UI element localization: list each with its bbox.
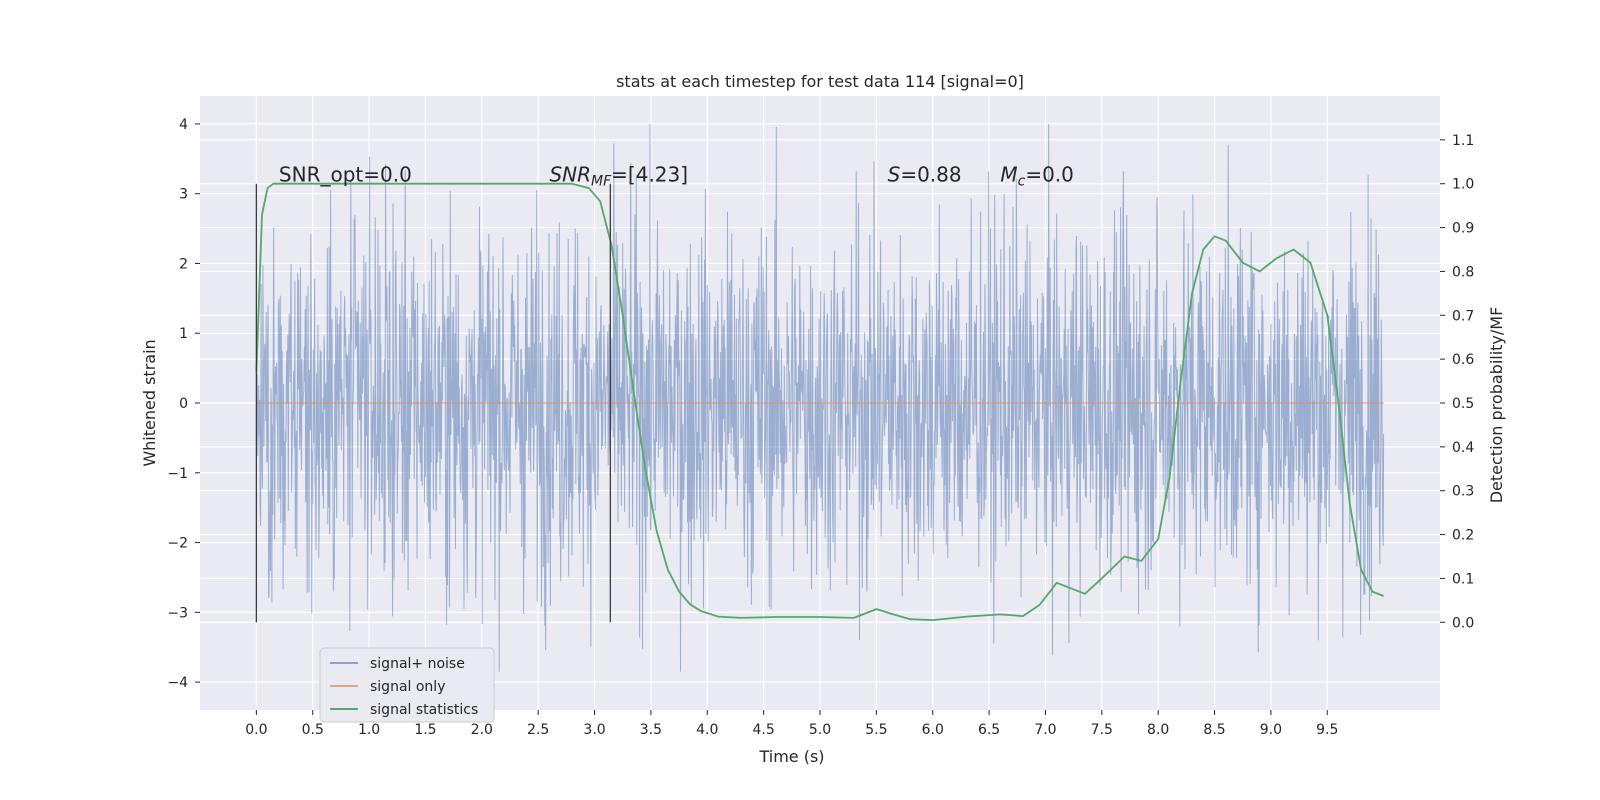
x-tick-label: 9.5: [1316, 722, 1338, 738]
x-tick-label: 4.0: [696, 722, 718, 738]
y2-tick-label: 1.1: [1452, 133, 1474, 149]
y2-tick-label: 0.7: [1452, 308, 1474, 324]
y2-tick-label: 0.1: [1452, 571, 1474, 587]
x-tick-label: 5.0: [809, 722, 831, 738]
x-tick-label: 5.5: [865, 722, 887, 738]
x-tick-label: 8.5: [1203, 722, 1225, 738]
y2-tick-label: 0.5: [1452, 396, 1474, 412]
x-tick-label: 1.5: [414, 722, 436, 738]
y2-tick-label: 0.4: [1452, 440, 1474, 456]
y-tick-label: 4: [179, 117, 188, 133]
x-axis-label: Time (s): [758, 747, 824, 766]
annotation-3: Mc=0.0: [1000, 163, 1074, 190]
legend-label-signal-noise: signal+ noise: [370, 656, 465, 672]
y2-tick-label: 1.0: [1452, 177, 1474, 193]
x-tick-label: 3.0: [583, 722, 605, 738]
y2-tick-label: 0.8: [1452, 264, 1474, 280]
x-tick-label: 7.0: [1034, 722, 1056, 738]
y-tick-label: −3: [167, 605, 188, 621]
annotation-0: SNR_opt=0.0: [279, 163, 412, 187]
y-tick-label: −1: [167, 466, 188, 482]
x-tick-label: 3.5: [640, 722, 662, 738]
legend-label-signal-only: signal only: [370, 679, 445, 695]
line-series: [255, 182, 1384, 621]
tick-labels: 0.0 0.5 1.0 1.5 2.0 2.5 3.0 3.5 4.0 4.5 5.0 5.5 6.0 6…: [167, 117, 1474, 738]
x-tick-label: 1.0: [358, 722, 380, 738]
y-tick-label: 0: [179, 396, 188, 412]
x-tick-label: 0.5: [302, 722, 324, 738]
y-tick-label: −4: [167, 675, 188, 691]
y-tick-label: 3: [179, 187, 188, 203]
y-tick-label: 2: [179, 256, 188, 272]
x-tick-label: 7.5: [1091, 722, 1113, 738]
y2-tick-label: 0.0: [1452, 615, 1474, 631]
x-tick-label: 2.5: [527, 722, 549, 738]
annotation-2: S=0.88: [888, 163, 962, 187]
annotations: SNR_opt=0.0 SNRMF=[4.23] S=0.88 Mc=0.0: [279, 163, 1074, 190]
legend-box: [319, 647, 495, 723]
x-tick-label: 0.0: [245, 722, 267, 738]
y2-axis-label: Detection probability/MF: [1487, 307, 1506, 504]
series-signal-noise: [255, 123, 1385, 672]
y2-tick-label: 0.2: [1452, 528, 1474, 544]
signal-noise-series: [255, 123, 1385, 672]
y-tick-label: 1: [179, 326, 188, 342]
legend: signal+ noise signal only signal statist…: [319, 647, 495, 723]
annotation-1: SNRMF=[4.23]: [549, 163, 688, 190]
y2-tick-label: 0.6: [1452, 352, 1474, 368]
chart-title: stats at each timestep for test data 114…: [616, 72, 1024, 91]
y-tick-label: −2: [167, 536, 188, 552]
y2-tick-label: 0.3: [1452, 484, 1474, 500]
x-tick-label: 4.5: [753, 722, 775, 738]
legend-label-signal-statistics: signal statistics: [370, 702, 478, 718]
y-axis-label: Whitened strain: [140, 339, 159, 466]
x-tick-label: 8.0: [1147, 722, 1169, 738]
x-tick-label: 6.0: [922, 722, 944, 738]
y2-tick-label: 0.9: [1452, 221, 1474, 237]
vertical-markers: [255, 183, 611, 623]
x-tick-label: 9.0: [1260, 722, 1282, 738]
x-tick-label: 2.0: [471, 722, 493, 738]
series-signal-statistics: [255, 182, 1384, 621]
x-tick-label: 6.5: [978, 722, 1000, 738]
